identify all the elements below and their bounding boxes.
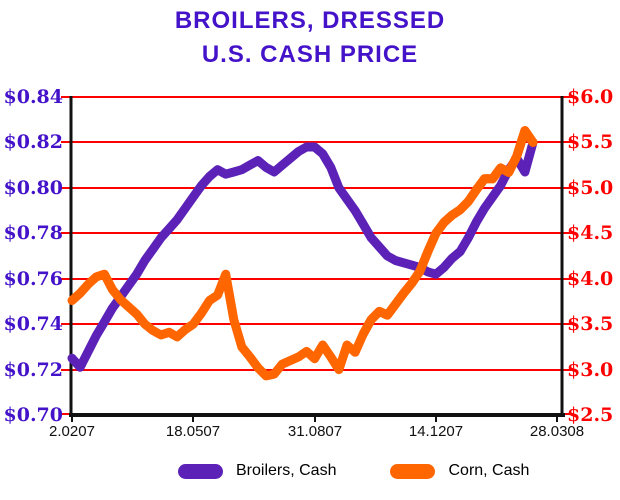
right-axis-ticks: [563, 96, 572, 415]
left-axis-label: $0.72: [3, 359, 64, 381]
right-axis-label: $2.5: [567, 404, 614, 426]
left-axis-label: $0.82: [3, 131, 64, 153]
left-axis-label: $0.78: [3, 222, 64, 244]
left-axis-ticks: [61, 96, 70, 415]
corn-cash-line-overlap: [358, 126, 538, 339]
chart-title-line1: BROILERS, DRESSED: [174, 7, 446, 34]
broilers-legend-swatch: [178, 463, 223, 479]
right-axis-label: $6.0: [567, 86, 614, 108]
right-axis-label: $5.0: [567, 177, 614, 199]
x-axis-ticks: [71, 417, 558, 422]
x-axis-label: 18.0507: [165, 423, 221, 440]
left-axis-label: $0.70: [3, 404, 64, 426]
x-axis-label: 28.0308: [529, 423, 585, 440]
corn-legend-label: Corn, Cash: [448, 462, 530, 479]
corn-legend-swatch: [390, 463, 436, 479]
left-axis-label: $0.84: [3, 86, 64, 108]
left-axis-label: $0.80: [3, 177, 64, 199]
left-axis-label: $0.76: [3, 268, 64, 290]
left-axis-label: $0.74: [3, 313, 64, 335]
chart-title-line2: U.S. CASH PRICE: [201, 41, 419, 68]
x-axis-label: 31.0807: [287, 423, 343, 440]
broilers-legend-label: Broilers, Cash: [236, 462, 337, 479]
x-axis-label: 14.1207: [408, 423, 464, 440]
right-axis-label: $4.5: [567, 222, 614, 244]
right-axis-label: $3.0: [567, 359, 614, 381]
right-axis-label: $5.5: [567, 131, 614, 153]
x-axis-label: 2.0207: [49, 423, 95, 440]
right-axis-label: $4.0: [567, 268, 614, 290]
right-axis-label: $3.5: [567, 313, 614, 335]
broilers-cash-line: [67, 137, 538, 372]
chart-title: BROILERS, DRESSED U.S. CASH PRICE: [0, 4, 620, 72]
legend: Broilers, Cash Corn, Cash: [178, 459, 529, 483]
